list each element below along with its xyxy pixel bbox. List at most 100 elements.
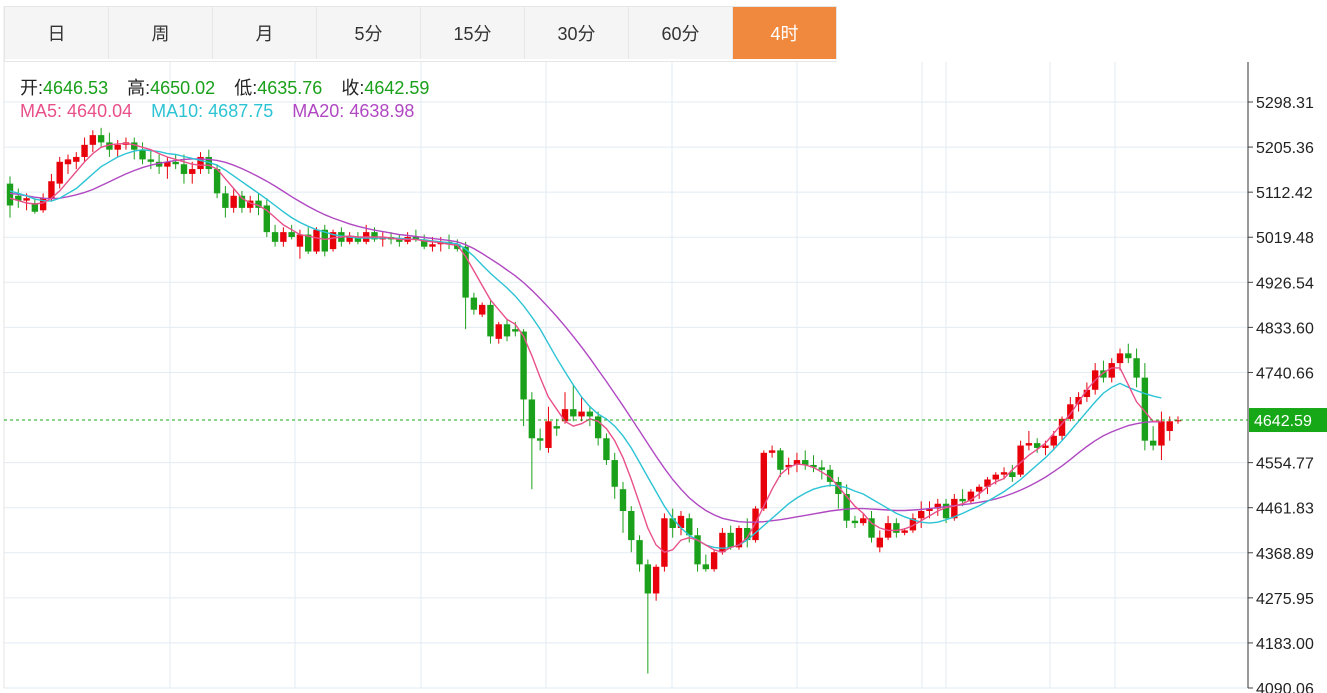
candle-body: [23, 198, 30, 201]
candle-body: [296, 234, 304, 247]
y-tick-label: 4461.83: [1256, 501, 1314, 518]
candle-body: [97, 135, 105, 143]
candle-body: [677, 515, 685, 528]
candle-body: [180, 164, 188, 174]
tab-5[interactable]: 30分: [525, 7, 629, 59]
candle-body: [313, 229, 320, 252]
candle-body: [164, 161, 171, 167]
tab-0[interactable]: 日: [5, 7, 109, 59]
candle-body: [495, 324, 502, 339]
candle-body: [396, 239, 403, 242]
candle-body: [1025, 443, 1033, 446]
candle-body: [329, 232, 337, 250]
tab-7[interactable]: 4时: [733, 7, 837, 59]
ma10-line: [9, 148, 1162, 550]
candle-body: [39, 198, 47, 211]
candle-body: [1149, 440, 1157, 446]
candle-body: [578, 411, 585, 417]
candle-body: [139, 149, 146, 160]
ma-readout: MA5: 4640.04 MA10: 4687.75 MA20: 4638.98: [20, 101, 414, 122]
candle-body: [73, 156, 80, 162]
candle-body: [901, 530, 908, 533]
tab-1[interactable]: 周: [109, 7, 213, 59]
candle-body: [959, 498, 966, 502]
candle-body: [512, 329, 519, 332]
last-price-tag: [1249, 408, 1327, 433]
tab-3[interactable]: 5分: [317, 7, 421, 59]
candle-body: [686, 518, 693, 536]
candle-body: [628, 511, 635, 541]
candle-body: [785, 464, 792, 468]
candle-body: [354, 236, 362, 242]
candle-body: [702, 564, 710, 570]
y-tick-label: 4833.60: [1256, 320, 1314, 337]
candle-body: [172, 161, 179, 165]
candle-body: [131, 142, 138, 150]
candle-body: [843, 494, 850, 521]
candle-body: [1000, 472, 1008, 475]
y-tick-label: 4740.66: [1256, 365, 1314, 382]
candle-body: [984, 479, 991, 487]
candle-body: [1009, 472, 1016, 478]
ma10-value: 4687.75: [208, 101, 274, 121]
tab-6[interactable]: 60分: [629, 7, 733, 59]
candle-body: [346, 236, 353, 242]
tab-2[interactable]: 月: [213, 7, 317, 59]
candle-body: [147, 159, 155, 162]
candle-body: [222, 193, 229, 208]
candle-body: [155, 161, 163, 167]
candle-body: [744, 527, 751, 541]
y-tick-label: 4183.00: [1256, 636, 1314, 653]
candle-body: [280, 232, 287, 242]
ma20-value: 4638.98: [349, 101, 415, 121]
candle-body: [15, 195, 22, 201]
candle-body: [197, 156, 204, 170]
y-tick-label: 5298.31: [1256, 95, 1314, 112]
candle-body: [661, 518, 668, 567]
candle-body: [992, 474, 999, 480]
candle-body: [6, 183, 14, 206]
ma20-label: MA20:: [292, 101, 345, 121]
high-label: 高:: [127, 78, 151, 98]
y-tick-label: 5112.42: [1256, 185, 1313, 202]
candle-body: [810, 464, 817, 468]
candle-body: [826, 469, 834, 482]
candle-body: [851, 520, 859, 524]
candle-body: [238, 195, 246, 208]
candle-body: [918, 511, 925, 519]
candle-body: [802, 460, 809, 465]
candle-body: [619, 489, 627, 512]
candle-body: [48, 181, 55, 199]
candle-body: [263, 205, 270, 233]
candle-body: [1108, 363, 1115, 378]
candle-body: [586, 411, 594, 417]
tab-4[interactable]: 15分: [421, 7, 525, 59]
candle-body: [56, 161, 63, 184]
y-tick-label: 4554.77: [1256, 456, 1314, 473]
candle-body: [868, 518, 875, 538]
y-tick-label: 5019.48: [1256, 230, 1314, 247]
candle-body: [213, 169, 221, 194]
candle-body: [189, 169, 196, 174]
candle-body: [470, 297, 478, 310]
candle-body: [412, 236, 420, 240]
candle-body: [462, 246, 469, 298]
candle-body: [478, 304, 486, 315]
high-value: 4650.02: [150, 78, 216, 98]
open-label: 开:: [20, 78, 44, 98]
candle-body: [288, 232, 295, 237]
candle-body: [553, 426, 560, 429]
ma5-label: MA5:: [20, 101, 63, 121]
ma20-line: [9, 158, 1162, 523]
ma5-line: [9, 142, 1162, 553]
candle-body: [603, 438, 610, 461]
candle-body: [528, 399, 536, 439]
y-tick-label: 4926.54: [1256, 275, 1314, 292]
candle-body: [1116, 353, 1124, 364]
candle-body: [429, 244, 436, 247]
candle-body: [793, 460, 801, 465]
candle-body: [942, 503, 950, 519]
candle-body: [934, 503, 941, 509]
candle-body: [768, 450, 776, 453]
